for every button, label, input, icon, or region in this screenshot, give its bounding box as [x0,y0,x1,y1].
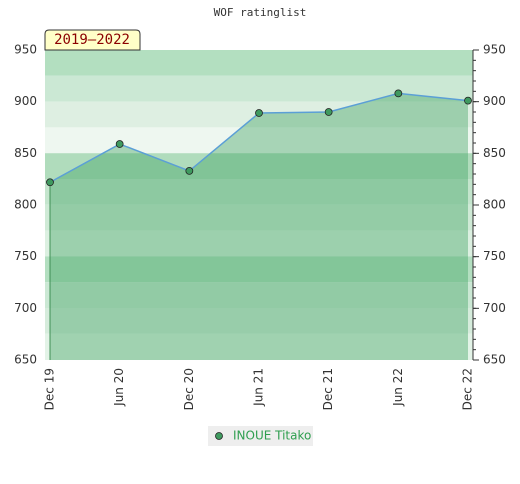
y2-tick-label: 750 [483,249,506,263]
chart-title: WOF ratinglist [214,6,307,19]
area [50,93,468,361]
point [464,96,472,105]
point [324,108,333,116]
point [394,89,403,98]
y2-tick-label: 850 [483,146,506,160]
x-tick-label: Jun 21 [252,368,266,407]
y2-tick-label: 900 [483,94,506,108]
badge: 2019–2022 [44,29,141,51]
x-tick-label: Dec 22 [461,368,475,410]
y-tick-label: 850 [14,146,37,160]
point [185,166,194,175]
y2-tick-label: 950 [483,43,506,57]
y2-tick-label: 650 [483,353,506,367]
x-tick-label: Dec 19 [43,368,57,410]
point [255,109,263,117]
legend-label: INOUE Titako [233,429,311,443]
badge-text: 2019–2022 [54,32,130,48]
y2-tick-label: 800 [483,198,506,212]
y-tick-label: 950 [14,43,37,57]
x-tick-label: Jun 22 [391,368,405,407]
y-tick-label: 900 [14,94,37,108]
y2-tick-label: 700 [483,301,506,315]
x-tick-label: Dec 21 [321,368,335,410]
y-tick-label: 700 [14,301,37,315]
x-tick-label: Jun 20 [112,368,126,407]
y-tick-label: 650 [14,353,37,367]
point [46,178,54,187]
x-tick-label: Dec 20 [182,368,196,410]
plot-background [45,50,473,360]
y-tick-label: 800 [14,198,37,212]
y-tick-label: 750 [14,249,37,263]
legend: INOUE Titako [208,426,313,446]
point [115,140,124,148]
